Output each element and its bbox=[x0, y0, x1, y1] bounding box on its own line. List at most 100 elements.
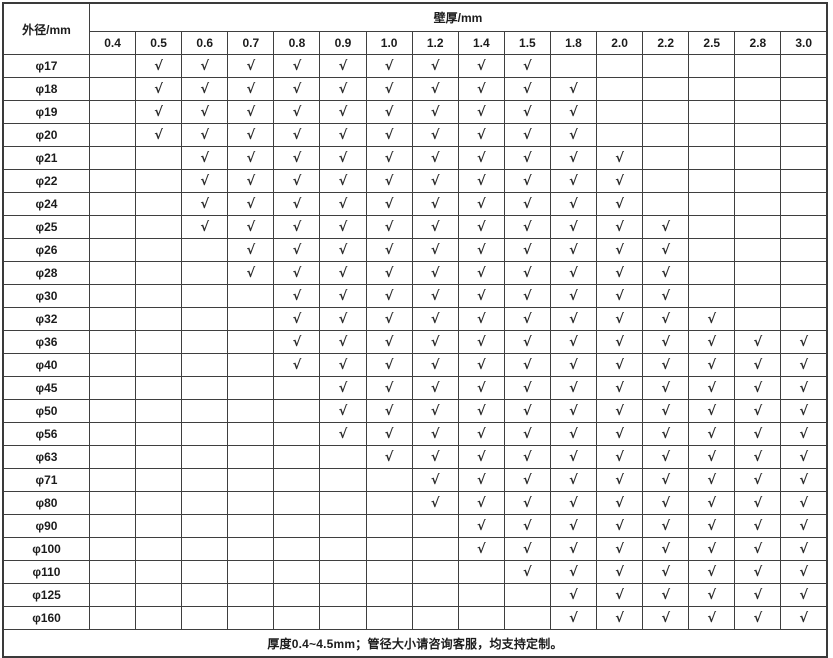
availability-cell-empty bbox=[642, 192, 690, 216]
availability-cell-checked bbox=[273, 284, 321, 308]
column-header-2.2: 2.2 bbox=[642, 31, 690, 55]
availability-cell-checked bbox=[411, 307, 459, 331]
availability-cell-empty bbox=[181, 399, 229, 423]
availability-cell-empty bbox=[273, 514, 321, 538]
availability-cell-empty bbox=[135, 284, 183, 308]
availability-cell-checked bbox=[319, 330, 367, 354]
availability-cell-checked bbox=[365, 192, 413, 216]
availability-cell-checked bbox=[273, 192, 321, 216]
availability-cell-empty bbox=[688, 238, 736, 262]
availability-cell-checked bbox=[411, 399, 459, 423]
availability-cell-checked bbox=[411, 54, 459, 78]
availability-cell-checked bbox=[503, 376, 551, 400]
column-header-1.5: 1.5 bbox=[503, 31, 551, 55]
availability-cell-checked bbox=[688, 514, 736, 538]
row-header-φ21: φ21 bbox=[2, 146, 90, 170]
availability-cell-checked bbox=[549, 77, 598, 101]
availability-cell-empty bbox=[365, 537, 413, 561]
availability-cell-empty bbox=[688, 54, 736, 78]
availability-cell-checked bbox=[411, 330, 459, 354]
table-row: φ19 bbox=[2, 100, 828, 124]
availability-cell-empty bbox=[642, 77, 690, 101]
row-header-φ32: φ32 bbox=[2, 307, 90, 331]
availability-cell-checked bbox=[365, 399, 413, 423]
table-row: φ80 bbox=[2, 491, 828, 515]
availability-cell-checked bbox=[596, 169, 644, 193]
table-row: φ125 bbox=[2, 583, 828, 607]
availability-cell-empty bbox=[734, 54, 782, 78]
availability-cell-checked bbox=[457, 445, 505, 469]
availability-cell-empty bbox=[365, 514, 413, 538]
availability-cell-checked bbox=[411, 422, 459, 446]
availability-cell-empty bbox=[88, 514, 137, 538]
availability-cell-checked bbox=[273, 169, 321, 193]
availability-cell-empty bbox=[734, 261, 782, 285]
availability-cell-checked bbox=[227, 215, 275, 239]
availability-cell-empty bbox=[780, 100, 828, 124]
availability-cell-checked bbox=[181, 146, 229, 170]
availability-cell-checked bbox=[596, 284, 644, 308]
availability-cell-checked bbox=[549, 215, 598, 239]
availability-cell-checked bbox=[734, 537, 782, 561]
availability-cell-checked bbox=[273, 307, 321, 331]
availability-cell-checked bbox=[780, 353, 828, 377]
wall-thickness-header: 壁厚/mm bbox=[89, 2, 828, 32]
availability-cell-empty bbox=[135, 583, 183, 607]
row-header-φ25: φ25 bbox=[2, 215, 90, 239]
column-header-1.4: 1.4 bbox=[457, 31, 505, 55]
availability-cell-checked bbox=[780, 606, 828, 630]
table-row: φ17 bbox=[2, 54, 828, 78]
availability-cell-checked bbox=[734, 445, 782, 469]
availability-cell-checked bbox=[181, 54, 229, 78]
availability-cell-checked bbox=[642, 514, 690, 538]
availability-cell-empty bbox=[88, 468, 137, 492]
availability-cell-checked bbox=[642, 261, 690, 285]
availability-cell-checked bbox=[181, 215, 229, 239]
availability-cell-empty bbox=[596, 123, 644, 147]
column-header-0.4: 0.4 bbox=[88, 31, 137, 55]
availability-cell-checked bbox=[596, 330, 644, 354]
availability-cell-empty bbox=[88, 284, 137, 308]
availability-cell-empty bbox=[135, 560, 183, 584]
availability-cell-checked bbox=[734, 399, 782, 423]
availability-cell-empty bbox=[457, 583, 505, 607]
availability-cell-empty bbox=[227, 560, 275, 584]
header-row-columns: 0.4 0.5 0.6 0.7 0.8 0.9 1.0 1.2 1.4 1.5 1.8 2.0 2.2 2… bbox=[3, 31, 828, 55]
row-header-φ22: φ22 bbox=[2, 169, 90, 193]
availability-cell-empty bbox=[549, 54, 598, 78]
column-header-0.6: 0.6 bbox=[181, 31, 229, 55]
table-row: φ32 bbox=[2, 307, 828, 331]
availability-cell-empty bbox=[688, 100, 736, 124]
availability-cell-empty bbox=[503, 583, 551, 607]
availability-cell-checked bbox=[688, 422, 736, 446]
availability-cell-checked bbox=[549, 560, 598, 584]
availability-cell-empty bbox=[642, 169, 690, 193]
availability-cell-empty bbox=[273, 537, 321, 561]
availability-cell-checked bbox=[227, 192, 275, 216]
availability-cell-checked bbox=[596, 399, 644, 423]
availability-cell-checked bbox=[596, 606, 644, 630]
availability-cell-checked bbox=[365, 123, 413, 147]
availability-cell-checked bbox=[457, 169, 505, 193]
availability-cell-checked bbox=[549, 238, 598, 262]
availability-cell-checked bbox=[780, 445, 828, 469]
availability-cell-checked bbox=[457, 422, 505, 446]
availability-cell-empty bbox=[319, 468, 367, 492]
availability-cell-checked bbox=[549, 468, 598, 492]
availability-cell-empty bbox=[688, 77, 736, 101]
column-header-1.8: 1.8 bbox=[549, 31, 598, 55]
availability-cell-checked bbox=[503, 307, 551, 331]
row-header-φ63: φ63 bbox=[2, 445, 90, 469]
availability-cell-empty bbox=[227, 468, 275, 492]
availability-cell-checked bbox=[411, 376, 459, 400]
column-header-2.5: 2.5 bbox=[688, 31, 736, 55]
availability-cell-empty bbox=[734, 238, 782, 262]
availability-cell-empty bbox=[273, 399, 321, 423]
availability-cell-checked bbox=[780, 330, 828, 354]
availability-cell-checked bbox=[734, 583, 782, 607]
availability-cell-empty bbox=[688, 261, 736, 285]
availability-cell-checked bbox=[319, 422, 367, 446]
availability-cell-empty bbox=[365, 583, 413, 607]
availability-cell-checked bbox=[549, 284, 598, 308]
